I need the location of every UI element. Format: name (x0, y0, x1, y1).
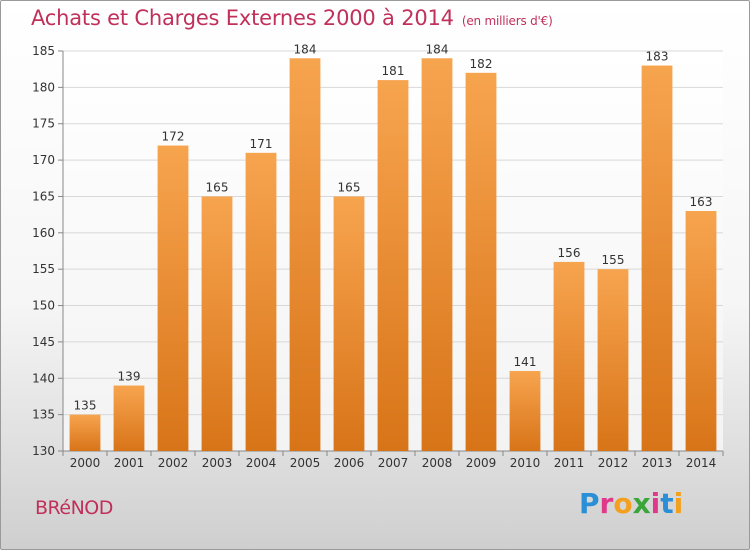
logo-letter: x (632, 487, 651, 520)
bar (377, 80, 409, 451)
x-tick-label: 2006 (334, 456, 365, 470)
data-label: 181 (382, 64, 405, 78)
y-tick-label: 145 (32, 335, 55, 349)
proxiti-logo: Proxiti (579, 487, 683, 520)
chart-title: Achats et Charges Externes 2000 à 2014 (e… (31, 6, 553, 30)
data-label: 141 (514, 355, 537, 369)
commune-name: BRéNOD (35, 497, 113, 519)
x-tick-label: 2007 (378, 456, 409, 470)
bar (69, 414, 101, 451)
x-tick-label: 2005 (290, 456, 321, 470)
y-tick-label: 155 (32, 262, 55, 276)
y-tick-label: 170 (32, 153, 55, 167)
logo-letter: i (650, 487, 661, 520)
data-label: 139 (118, 370, 141, 384)
chart-title-text: Achats et Charges Externes 2000 à 2014 (31, 6, 454, 30)
x-tick-label: 2009 (466, 456, 497, 470)
bar (333, 196, 365, 451)
data-label: 184 (294, 42, 317, 56)
bar (245, 152, 277, 451)
data-label: 163 (690, 195, 713, 209)
data-label: 172 (162, 130, 185, 144)
data-label: 184 (426, 42, 449, 56)
bar (421, 58, 453, 451)
logo-letter: P (579, 487, 600, 520)
logo-letter: r (599, 487, 614, 520)
x-tick-label: 2012 (598, 456, 629, 470)
logo-letter: i (673, 487, 684, 520)
data-label: 183 (646, 50, 669, 64)
x-tick-label: 2000 (70, 456, 101, 470)
x-tick-label: 2010 (510, 456, 541, 470)
data-label: 171 (250, 137, 273, 151)
bar (289, 58, 321, 451)
logo-letter: o (613, 487, 633, 520)
y-tick-label: 180 (32, 80, 55, 94)
y-tick-label: 165 (32, 189, 55, 203)
bar (509, 371, 541, 451)
x-tick-label: 2003 (202, 456, 233, 470)
x-tick-label: 2004 (246, 456, 277, 470)
logo-letter: t (660, 487, 674, 520)
y-tick-label: 130 (32, 444, 55, 458)
data-label: 135 (74, 399, 97, 413)
data-label: 165 (338, 180, 361, 194)
data-label: 156 (558, 246, 581, 260)
data-label: 165 (206, 180, 229, 194)
bar (553, 261, 585, 451)
y-tick-label: 185 (32, 44, 55, 58)
bar (465, 72, 497, 452)
bar (157, 145, 189, 451)
y-tick-label: 135 (32, 408, 55, 422)
chart-unit: (en milliers d'€) (461, 14, 553, 28)
y-tick-label: 150 (32, 299, 55, 313)
y-tick-label: 160 (32, 226, 55, 240)
data-label: 182 (470, 57, 493, 71)
bar (113, 385, 145, 451)
bar (685, 211, 717, 451)
x-tick-label: 2001 (114, 456, 145, 470)
bar (597, 269, 629, 451)
x-tick-label: 2013 (642, 456, 673, 470)
x-tick-label: 2011 (554, 456, 585, 470)
y-tick-label: 175 (32, 117, 55, 131)
x-tick-label: 2002 (158, 456, 189, 470)
bar (201, 196, 233, 451)
y-tick-label: 140 (32, 371, 55, 385)
bar (641, 65, 673, 451)
data-label: 155 (602, 253, 625, 267)
x-tick-label: 2014 (686, 456, 717, 470)
x-tick-label: 2008 (422, 456, 453, 470)
